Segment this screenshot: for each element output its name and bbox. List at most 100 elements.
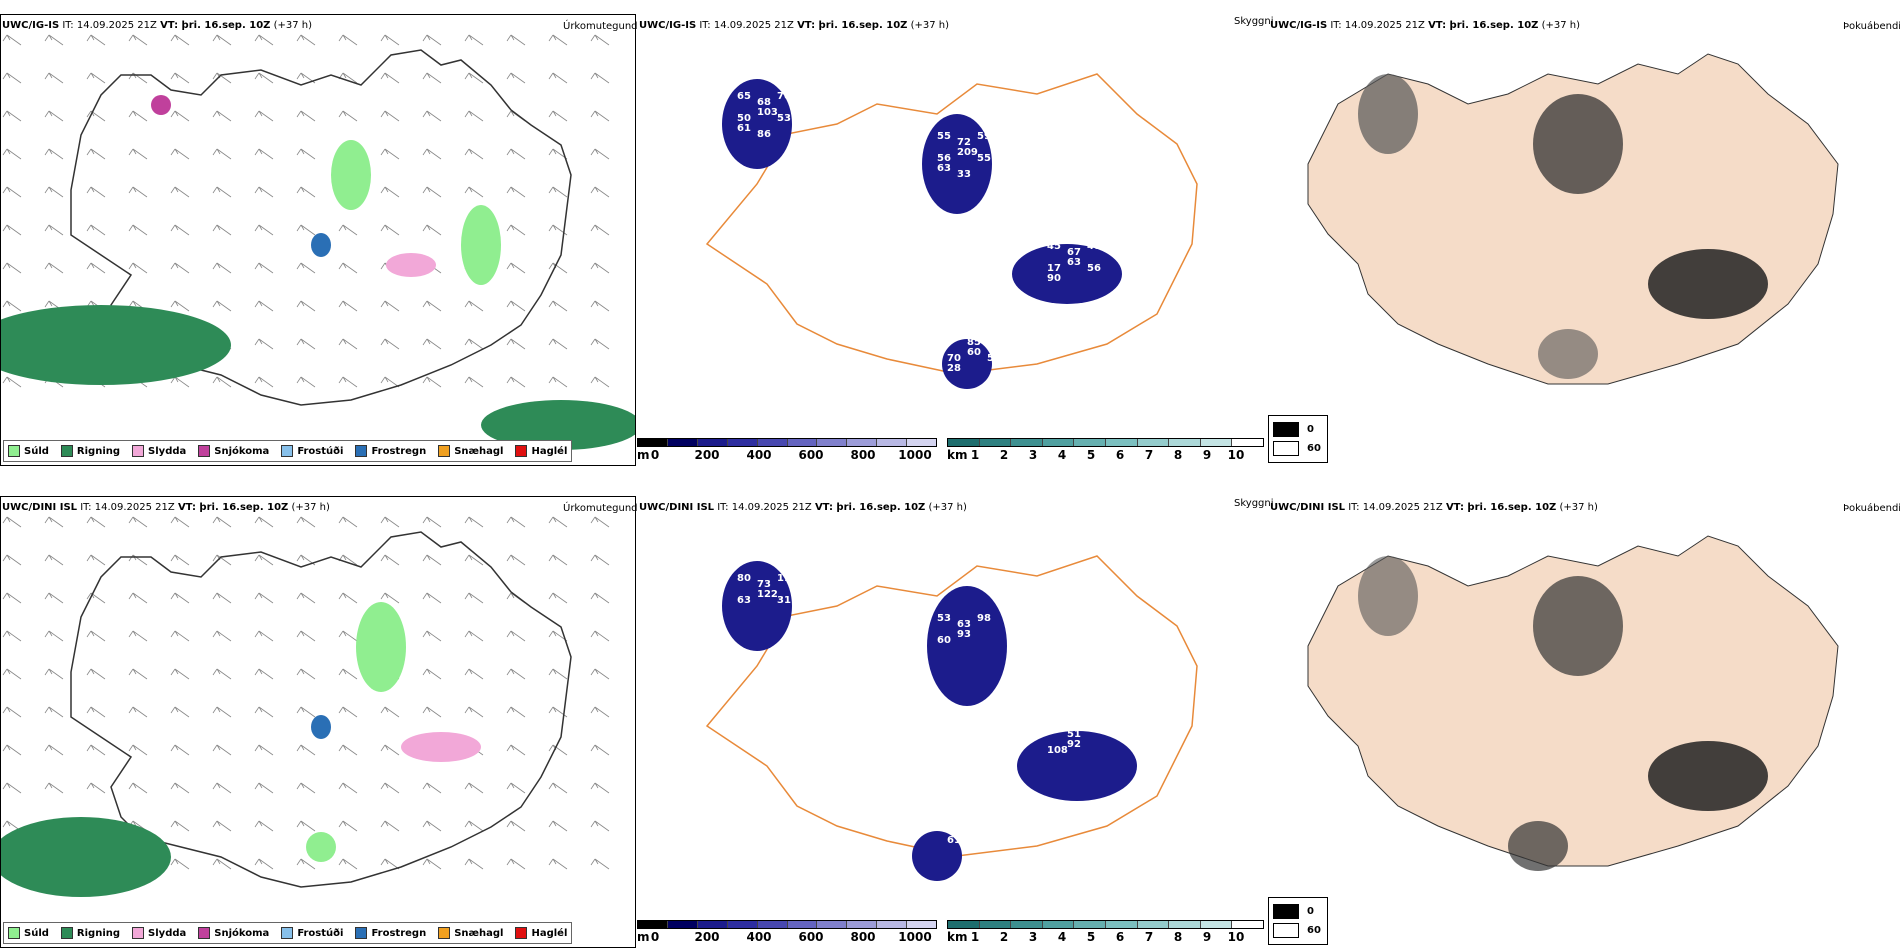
ceiling-value-label: 72 xyxy=(987,813,1001,824)
wind-barb xyxy=(170,516,190,528)
wind-barb xyxy=(338,744,358,756)
wind-barb xyxy=(338,668,358,680)
wind-barb xyxy=(506,630,526,642)
ceiling-value-label: 70 xyxy=(777,91,791,102)
legend-swatch xyxy=(132,927,145,939)
ceiling-value-label: 86 xyxy=(757,129,771,140)
wind-barb xyxy=(296,262,316,274)
colorbar-tick: 3 xyxy=(1028,930,1038,944)
wind-barb xyxy=(86,72,106,84)
fog-panel-2 xyxy=(1268,496,1900,896)
wind-barb xyxy=(464,516,484,528)
wind-barb xyxy=(338,110,358,122)
wind-barb xyxy=(2,148,22,160)
colorbar-segment xyxy=(638,439,668,446)
legend-label: Haglél xyxy=(531,927,568,939)
legend-swatch xyxy=(515,927,528,939)
road-network xyxy=(705,555,1198,857)
snow-area xyxy=(151,95,171,115)
wind-barb xyxy=(44,34,64,46)
legend-swatch xyxy=(438,445,451,457)
ceiling-value-label: 53 xyxy=(937,613,951,624)
wind-barb xyxy=(548,744,568,756)
wind-barb xyxy=(212,706,232,718)
wind-barb xyxy=(128,592,148,604)
ceiling-value-label: 43 xyxy=(987,331,1001,342)
wind-barb xyxy=(506,820,526,832)
wind-barb xyxy=(86,744,106,756)
fog-area xyxy=(1538,329,1598,379)
wind-barb xyxy=(254,376,274,388)
wind-barb xyxy=(44,186,64,198)
wind-barb xyxy=(212,858,232,870)
ceiling-colorbar: m 0 200 400 600 800 1000 xyxy=(637,438,937,462)
panel-title: UWC/DINI ISL IT: 14.09.2025 21Z VT: þri.… xyxy=(1270,502,1598,513)
wind-barb xyxy=(296,224,316,236)
legend-item: Snjókoma xyxy=(198,445,269,457)
cloud-panel-1: 65 55 45 45 68 72 67 85 70 59 48 43 50 56 17 70 103 209 63… xyxy=(637,14,1267,466)
wind-barb xyxy=(254,224,274,236)
wind-barb xyxy=(254,186,274,198)
colorbar-segment xyxy=(787,439,818,446)
wind-barb xyxy=(506,516,526,528)
wind-barb xyxy=(548,338,568,350)
wind-barb xyxy=(464,148,484,160)
legend-item: Snæhagl xyxy=(438,927,503,939)
ceiling-value-label: 90 xyxy=(1047,273,1061,284)
wind-barb xyxy=(128,110,148,122)
wind-barb xyxy=(422,592,442,604)
wind-barb xyxy=(170,554,190,566)
wind-barb xyxy=(506,300,526,312)
ceiling-value-label: 63 xyxy=(957,619,971,630)
wind-barb xyxy=(422,630,442,642)
wind-barb xyxy=(338,858,358,870)
wind-barb xyxy=(170,858,190,870)
wind-barb xyxy=(128,516,148,528)
wind-barb xyxy=(590,300,610,312)
precip-map-1 xyxy=(1,34,635,450)
wind-barb xyxy=(422,34,442,46)
ceiling-value-label: 48 xyxy=(1087,241,1101,252)
freezing-rain-area xyxy=(311,233,331,257)
wind-barb xyxy=(506,186,526,198)
wind-barb xyxy=(2,668,22,680)
wind-barb xyxy=(422,376,442,388)
legend-label: Slydda xyxy=(148,445,187,457)
wind-barb xyxy=(338,300,358,312)
wind-barb xyxy=(44,110,64,122)
wind-barb xyxy=(548,782,568,794)
wind-barb xyxy=(296,376,316,388)
ceiling-value-label: 65 xyxy=(947,813,961,824)
wind-barb xyxy=(86,706,106,718)
wind-barb xyxy=(464,186,484,198)
wind-barb xyxy=(422,820,442,832)
colorbar-tick: 1 xyxy=(970,448,980,462)
wind-barb xyxy=(254,300,274,312)
wind-barb xyxy=(422,300,442,312)
ceiling-value-label: 40 xyxy=(1087,723,1101,734)
wind-barb xyxy=(212,630,232,642)
wind-barb xyxy=(254,72,274,84)
wind-barb xyxy=(2,592,22,604)
legend-label: Haglél xyxy=(531,445,568,457)
ceiling-value-label: 122 xyxy=(757,589,778,600)
wind-barb xyxy=(2,186,22,198)
colorbar-segment xyxy=(847,439,878,446)
ceiling-value-label: 56 xyxy=(937,153,951,164)
colorbar-segment xyxy=(638,921,668,928)
colorbar-tick: 8 xyxy=(1173,448,1183,462)
legend-swatch xyxy=(281,927,294,939)
wind-barb xyxy=(506,668,526,680)
ceiling-value-label: 52 xyxy=(987,353,1001,364)
colorbar-tick: 400 xyxy=(746,930,772,944)
legend-swatch xyxy=(60,445,73,457)
wind-barb xyxy=(44,72,64,84)
wind-barb xyxy=(506,110,526,122)
wind-barb xyxy=(170,706,190,718)
wind-barb xyxy=(506,592,526,604)
colorbar-tick: 0 xyxy=(650,930,660,944)
colorbar-segment xyxy=(757,439,788,446)
wind-barb xyxy=(170,110,190,122)
wind-barb xyxy=(212,592,232,604)
colorbar-segment xyxy=(667,921,698,928)
